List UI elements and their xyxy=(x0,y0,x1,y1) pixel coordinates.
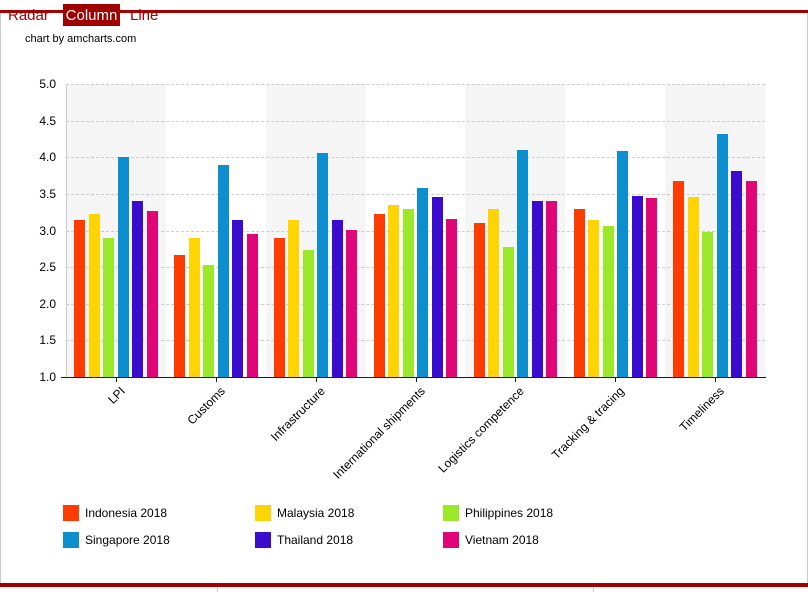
legend-label: Philippines 2018 xyxy=(465,506,554,520)
bar-malaysia-2018-infrastructure xyxy=(288,219,300,377)
tab-line[interactable]: Line xyxy=(130,7,159,24)
y-axis-tick-label: 3.5 xyxy=(39,186,56,201)
x-axis-line xyxy=(61,377,766,378)
gridline xyxy=(66,267,765,269)
bar-indonesia-2018-international-shipments xyxy=(373,213,385,377)
legend-label: Indonesia 2018 xyxy=(85,506,168,520)
bar-philippines-2018-logistics-competence xyxy=(502,246,514,377)
gridline xyxy=(66,230,765,232)
legend-swatch xyxy=(443,532,459,548)
legend-swatch xyxy=(63,532,79,548)
bar-vietnam-2018-timeliness xyxy=(745,181,757,377)
bar-vietnam-2018-customs xyxy=(246,234,258,377)
bar-thailand-2018-lpi xyxy=(132,200,144,377)
legend-swatch xyxy=(63,505,79,521)
bar-thailand-2018-timeliness xyxy=(731,171,743,377)
bar-thailand-2018-infrastructure xyxy=(331,220,343,377)
gridline xyxy=(66,303,765,305)
bar-indonesia-2018-customs xyxy=(174,254,185,377)
y-axis-tick-label: 4.0 xyxy=(39,150,56,165)
y-axis-tick-label: 4.5 xyxy=(39,113,56,128)
table-divider-2 xyxy=(593,587,594,592)
bar-singapore-2018-infrastructure xyxy=(317,152,329,377)
bar-vietnam-2018-logistics-competence xyxy=(546,201,558,377)
x-axis-tick xyxy=(515,378,517,382)
gridline xyxy=(66,120,765,122)
bar-indonesia-2018-tracking-tracing xyxy=(573,208,585,377)
bar-malaysia-2018-lpi xyxy=(88,214,100,377)
y-axis-tick-label: 1.5 xyxy=(39,333,56,348)
amcharts-credit-link[interactable]: chart by amcharts.com xyxy=(25,33,137,45)
bar-thailand-2018-international-shipments xyxy=(431,196,443,377)
y-axis-line xyxy=(66,84,67,377)
legend-label: Vietnam 2018 xyxy=(465,533,539,547)
legend-swatch xyxy=(255,532,271,548)
legend-item-malaysia-2018[interactable]: Malaysia 2018 xyxy=(255,505,435,522)
bar-singapore-2018-tracking-tracing xyxy=(617,151,628,377)
bar-malaysia-2018-timeliness xyxy=(687,196,699,377)
bar-vietnam-2018-tracking-tracing xyxy=(646,197,657,377)
bar-malaysia-2018-customs xyxy=(188,237,200,377)
gridline xyxy=(66,193,765,195)
gridline xyxy=(66,340,765,342)
bar-indonesia-2018-logistics-competence xyxy=(473,223,485,377)
bar-philippines-2018-tracking-tracing xyxy=(602,226,614,377)
bar-malaysia-2018-international-shipments xyxy=(388,204,400,377)
bar-malaysia-2018-tracking-tracing xyxy=(588,219,599,377)
bar-thailand-2018-tracking-tracing xyxy=(631,196,643,377)
x-axis-tick xyxy=(115,378,117,382)
tabbar-rule xyxy=(0,10,808,13)
y-axis-tick-label: 2.0 xyxy=(39,296,56,311)
table-divider-1 xyxy=(217,587,218,592)
legend-item-indonesia-2018[interactable]: Indonesia 2018 xyxy=(63,505,243,522)
bar-philippines-2018-infrastructure xyxy=(302,250,314,377)
tab-column[interactable]: Column xyxy=(63,4,120,26)
y-axis-tick-label: 5.0 xyxy=(39,77,56,91)
bar-malaysia-2018-logistics-competence xyxy=(488,208,500,377)
gridline xyxy=(66,157,765,159)
x-axis-tick xyxy=(415,378,417,382)
bar-singapore-2018-lpi xyxy=(117,157,129,378)
legend-item-philippines-2018[interactable]: Philippines 2018 xyxy=(443,505,623,522)
legend-item-vietnam-2018[interactable]: Vietnam 2018 xyxy=(443,532,623,549)
bar-philippines-2018-customs xyxy=(203,264,214,377)
bar-vietnam-2018-lpi xyxy=(146,210,158,377)
legend-swatch xyxy=(255,505,271,521)
bar-thailand-2018-logistics-competence xyxy=(531,200,543,377)
bar-indonesia-2018-lpi xyxy=(74,219,86,377)
bar-indonesia-2018-infrastructure xyxy=(273,237,285,377)
legend-label: Singapore 2018 xyxy=(85,533,170,547)
bar-philippines-2018-timeliness xyxy=(702,232,714,377)
gridline xyxy=(66,84,765,85)
y-axis-tick-label: 2.5 xyxy=(39,260,56,275)
x-axis-tick xyxy=(215,378,217,382)
legend-item-singapore-2018[interactable]: Singapore 2018 xyxy=(63,532,243,549)
bar-thailand-2018-customs xyxy=(232,220,243,377)
bar-indonesia-2018-timeliness xyxy=(673,181,685,377)
bottom-rule xyxy=(0,583,808,587)
bar-singapore-2018-logistics-competence xyxy=(517,149,529,377)
bar-singapore-2018-customs xyxy=(217,165,229,377)
legend-label: Thailand 2018 xyxy=(277,533,354,547)
y-axis-tick-label: 3.0 xyxy=(39,223,56,238)
bar-singapore-2018-timeliness xyxy=(716,133,728,377)
bar-vietnam-2018-international-shipments xyxy=(446,218,458,377)
tab-radar[interactable]: Radar xyxy=(8,7,49,24)
legend-item-thailand-2018[interactable]: Thailand 2018 xyxy=(255,532,435,549)
y-axis-tick-label: 1.0 xyxy=(39,370,56,384)
bar-singapore-2018-international-shipments xyxy=(417,188,429,377)
x-axis-tick xyxy=(615,378,617,382)
bar-vietnam-2018-infrastructure xyxy=(346,229,358,377)
bar-philippines-2018-lpi xyxy=(103,237,115,377)
x-axis-tick xyxy=(315,378,317,382)
legend-label: Malaysia 2018 xyxy=(277,506,355,520)
legend-swatch xyxy=(443,505,459,521)
bar-philippines-2018-international-shipments xyxy=(402,209,414,377)
x-axis-tick xyxy=(715,378,717,382)
